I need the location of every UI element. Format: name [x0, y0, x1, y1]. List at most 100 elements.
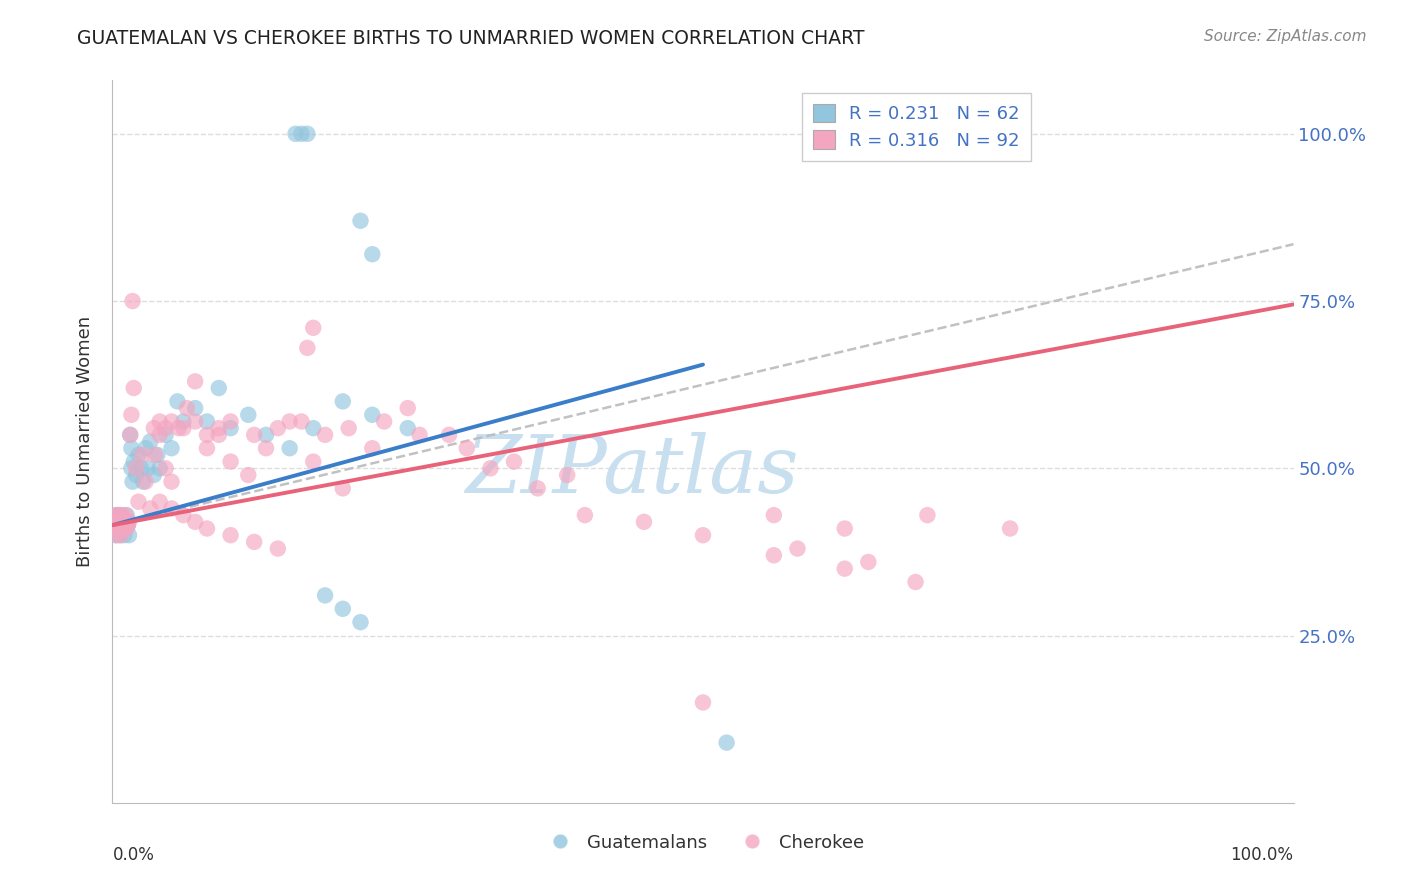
Point [135, 442, 157, 455]
Point [104, 521, 127, 535]
Point [110, 528, 132, 542]
Point [574, 508, 596, 523]
Point [337, 421, 360, 435]
Point [208, 381, 231, 395]
Point [160, 501, 183, 516]
Point [834, 562, 856, 576]
Point [267, 421, 290, 435]
Point [314, 589, 336, 603]
Point [107, 521, 129, 535]
Point [108, 515, 131, 529]
Point [166, 394, 188, 409]
Text: 0.0%: 0.0% [112, 847, 155, 864]
Point [555, 467, 578, 482]
Point [361, 247, 384, 261]
Point [112, 528, 135, 542]
Point [437, 427, 460, 442]
Point [149, 427, 172, 442]
Point [858, 555, 880, 569]
Point [127, 494, 149, 508]
Point [120, 408, 142, 422]
Point [122, 455, 145, 469]
Point [284, 127, 307, 141]
Point [195, 427, 218, 442]
Point [243, 534, 266, 549]
Point [149, 494, 172, 508]
Point [104, 515, 127, 529]
Point [115, 515, 138, 529]
Point [526, 482, 548, 496]
Point [105, 515, 128, 529]
Point [302, 321, 325, 335]
Point [131, 448, 153, 462]
Point [361, 408, 384, 422]
Point [120, 461, 142, 475]
Point [998, 521, 1021, 535]
Point [142, 467, 165, 482]
Point [111, 515, 134, 529]
Point [103, 518, 125, 533]
Point [904, 575, 927, 590]
Point [117, 518, 139, 533]
Point [176, 401, 198, 416]
Point [396, 421, 419, 435]
Point [349, 214, 371, 228]
Point [155, 421, 177, 435]
Point [155, 427, 177, 442]
Point [129, 461, 152, 475]
Point [195, 521, 218, 535]
Point [105, 515, 128, 529]
Point [105, 518, 128, 533]
Point [104, 521, 127, 535]
Point [112, 518, 135, 533]
Point [219, 455, 242, 469]
Point [121, 294, 143, 309]
Point [302, 455, 325, 469]
Point [456, 442, 478, 455]
Text: Source: ZipAtlas.com: Source: ZipAtlas.com [1204, 29, 1367, 44]
Point [786, 541, 808, 556]
Point [290, 414, 312, 429]
Point [297, 127, 319, 141]
Point [114, 508, 136, 523]
Point [219, 421, 242, 435]
Point [125, 467, 148, 482]
Point [917, 508, 939, 523]
Point [692, 696, 714, 710]
Point [108, 528, 131, 542]
Point [112, 515, 135, 529]
Point [208, 421, 231, 435]
Point [107, 521, 129, 535]
Point [219, 414, 242, 429]
Point [238, 408, 260, 422]
Point [302, 421, 325, 435]
Point [110, 508, 132, 523]
Point [160, 442, 183, 455]
Point [408, 427, 430, 442]
Point [332, 394, 354, 409]
Point [105, 528, 128, 542]
Point [105, 528, 128, 542]
Point [135, 475, 157, 489]
Point [160, 414, 183, 429]
Text: ZIPatlas: ZIPatlas [465, 432, 799, 509]
Point [155, 461, 177, 475]
Point [105, 508, 128, 523]
Point [208, 427, 231, 442]
Point [121, 475, 143, 489]
Point [114, 518, 136, 533]
Point [120, 442, 142, 455]
Point [361, 442, 384, 455]
Point [139, 434, 162, 449]
Point [112, 518, 135, 533]
Point [127, 448, 149, 462]
Point [160, 475, 183, 489]
Point [184, 401, 207, 416]
Point [332, 482, 354, 496]
Text: GUATEMALAN VS CHEROKEE BIRTHS TO UNMARRIED WOMEN CORRELATION CHART: GUATEMALAN VS CHEROKEE BIRTHS TO UNMARRI… [77, 29, 865, 47]
Point [297, 341, 319, 355]
Point [762, 548, 785, 563]
Point [278, 414, 301, 429]
Point [107, 508, 129, 523]
Point [149, 414, 172, 429]
